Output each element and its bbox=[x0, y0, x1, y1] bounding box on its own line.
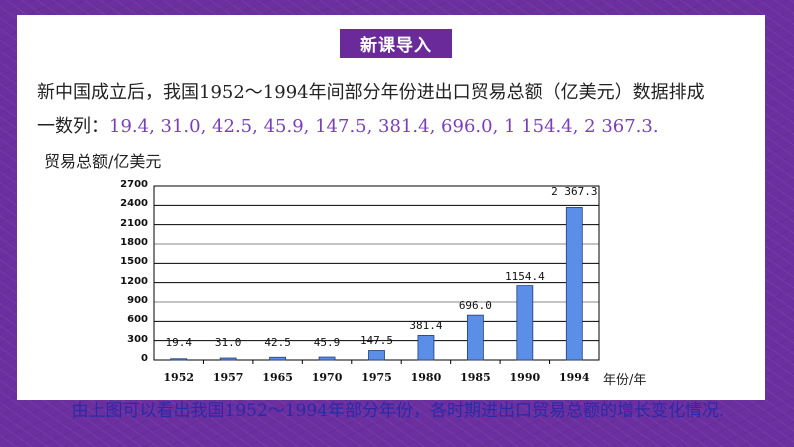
bar bbox=[417, 335, 435, 361]
bar bbox=[219, 357, 237, 361]
x-tick-label: 1965 bbox=[262, 371, 293, 384]
x-tick-label: 1990 bbox=[509, 371, 541, 384]
intro-text: 新中国成立后，我国1952～1994年间部分年份进出口贸易总额（亿美元）数据排成… bbox=[37, 76, 777, 144]
y-tick-label: 1500 bbox=[120, 256, 148, 268]
bar bbox=[318, 356, 336, 361]
bar-value-label: 45.9 bbox=[313, 336, 341, 349]
bar-value-label: 19.4 bbox=[165, 336, 192, 349]
section-badge: 新课导入 bbox=[340, 29, 452, 58]
conclusion-text: 由上图可以看出我国1952～1994年部分年份，各时期进出口贸易总额的增长变化情… bbox=[71, 401, 725, 421]
y-tick-label: 900 bbox=[127, 295, 148, 306]
y-tick-label: 1800 bbox=[120, 237, 148, 248]
bar-value-label: 1154.4 bbox=[504, 269, 545, 283]
bar-value-label: 42.5 bbox=[264, 336, 291, 349]
bar bbox=[170, 358, 188, 361]
y-tick-label: 2400 bbox=[120, 198, 148, 210]
y-tick-label: 2100 bbox=[120, 217, 148, 229]
x-tick-label: 1994 bbox=[558, 371, 590, 384]
sequence-prefix: 一数列： bbox=[37, 116, 109, 137]
intro-line-1: 新中国成立后，我国1952～1994年间部分年份进出口贸易总额（亿美元）数据排成 bbox=[37, 82, 705, 103]
content-card bbox=[17, 15, 765, 400]
y-tick-label: 300 bbox=[127, 333, 148, 345]
bar bbox=[565, 207, 583, 361]
x-tick-label: 1970 bbox=[311, 371, 343, 384]
bar bbox=[368, 350, 385, 361]
bar-value-label: 381.4 bbox=[409, 319, 443, 333]
x-tick-label: 1980 bbox=[410, 371, 442, 384]
y-tick-label: 600 bbox=[127, 314, 148, 326]
x-tick-label: 1952 bbox=[163, 371, 195, 384]
y-tick-label: 2700 bbox=[120, 179, 148, 190]
bar-value-label: 147.5 bbox=[359, 334, 394, 348]
x-tick-label: 1985 bbox=[460, 371, 491, 384]
intro-line-2: 一数列：19.4, 31.0, 42.5, 45.9, 147.5, 381.4… bbox=[37, 110, 777, 144]
bar bbox=[269, 356, 287, 361]
x-tick-label: 1957 bbox=[212, 371, 244, 384]
x-tick-label: 1975 bbox=[361, 371, 392, 384]
bar-value-label: 696.0 bbox=[458, 299, 492, 313]
bar bbox=[516, 285, 534, 361]
bar-value-label: 2 367.3 bbox=[551, 185, 598, 198]
x-axis-title: 年份/年 bbox=[603, 373, 647, 388]
y-axis-title: 贸易总额/亿美元 bbox=[44, 152, 162, 171]
bar bbox=[466, 314, 484, 361]
sequence-values: 19.4, 31.0, 42.5, 45.9, 147.5, 381.4, 69… bbox=[109, 116, 659, 137]
y-tick-label: 0 bbox=[141, 353, 148, 364]
y-tick-label: 1200 bbox=[120, 275, 148, 287]
bar-value-label: 31.0 bbox=[214, 336, 242, 349]
